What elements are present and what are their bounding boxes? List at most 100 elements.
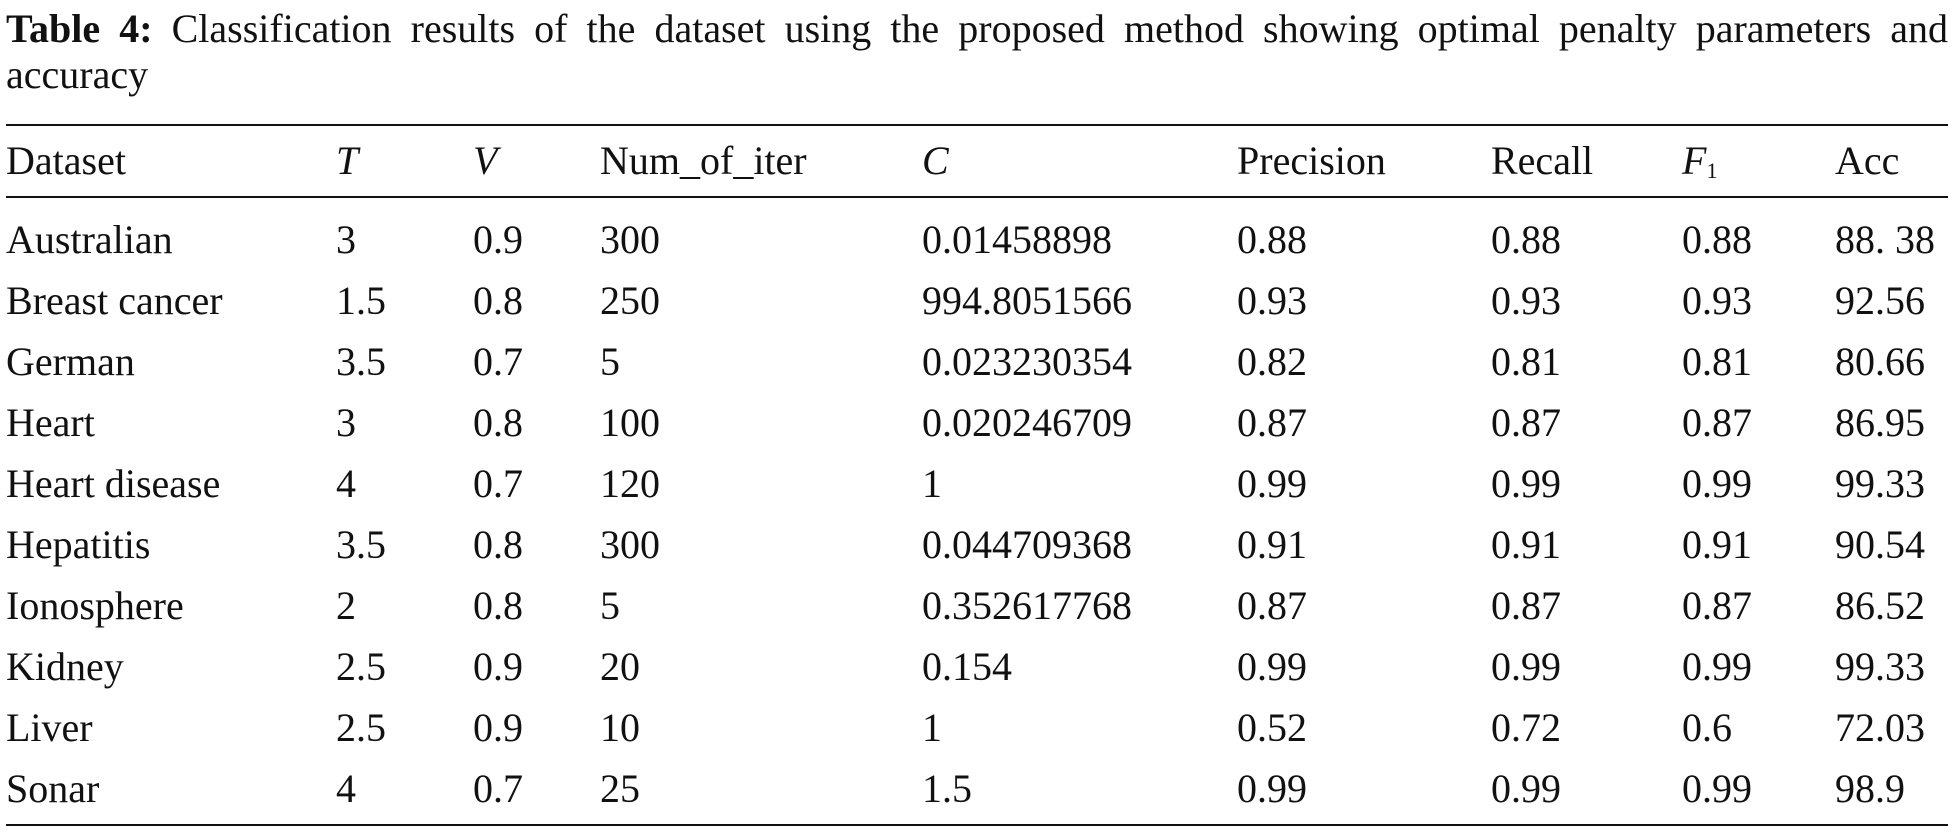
row-label: Hepatitis (6, 522, 151, 567)
table-cell: 0.99 (1237, 461, 1307, 506)
table-cell: 98.9 (1835, 766, 1905, 811)
table-cell: 0.99 (1491, 461, 1561, 506)
table-cell: 20 (600, 644, 640, 689)
table-cell: 0.88 (1682, 217, 1752, 262)
table-cell: 4 (336, 766, 356, 811)
row-label: Liver (6, 705, 93, 750)
table-cell: 0.91 (1237, 522, 1307, 567)
table-cell: 5 (600, 339, 620, 384)
table-cell: 0.6 (1682, 705, 1732, 750)
table-cell: 72.03 (1835, 705, 1925, 750)
table-cell: 250 (600, 278, 660, 323)
row-label: German (6, 339, 135, 384)
table-cell: 0.91 (1682, 522, 1752, 567)
column-header: Precision (1237, 138, 1386, 183)
header-subscript: 1 (1706, 158, 1718, 183)
table-cell: 0.87 (1491, 583, 1561, 628)
table-cell: 300 (600, 217, 660, 262)
table-cell: 0.87 (1682, 400, 1752, 445)
table-caption: Table 4: Classification results of the d… (6, 6, 1948, 98)
row-label: Australian (6, 217, 173, 262)
table-cell: 0.81 (1491, 339, 1561, 384)
caption-text: Classification results of the dataset us… (6, 6, 1949, 97)
top-rule (6, 124, 1948, 126)
table-cell: 100 (600, 400, 660, 445)
column-header: T (336, 138, 359, 183)
header-base: F (1682, 138, 1707, 183)
table-cell: 90.54 (1835, 522, 1925, 567)
table-cell: 86.52 (1835, 583, 1925, 628)
table-cell: 0.93 (1682, 278, 1752, 323)
table-cell: 0.87 (1237, 400, 1307, 445)
table-cell: 0.99 (1682, 766, 1752, 811)
column-header: F1 (1682, 137, 1717, 185)
table-cell: 0.87 (1491, 400, 1561, 445)
table-cell: 0.8 (473, 522, 523, 567)
row-label: Heart (6, 400, 95, 445)
table-cell: 0.72 (1491, 705, 1561, 750)
row-label: Breast cancer (6, 278, 223, 323)
table-cell: 0.81 (1682, 339, 1752, 384)
table-cell: 0.93 (1237, 278, 1307, 323)
table-cell: 994.8051566 (922, 278, 1132, 323)
table-cell: 0.9 (473, 217, 523, 262)
table-cell: 0.93 (1491, 278, 1561, 323)
table-cell: 120 (600, 461, 660, 506)
table-cell: 0.88 (1237, 217, 1307, 262)
table-cell: 0.9 (473, 644, 523, 689)
table-cell: 1 (922, 461, 942, 506)
table-cell: 2.5 (336, 705, 386, 750)
table-cell: 80.66 (1835, 339, 1925, 384)
column-header: V (473, 138, 498, 183)
row-label: Heart disease (6, 461, 221, 506)
table-cell: 3 (336, 217, 356, 262)
table-cell: 0.352617768 (922, 583, 1132, 628)
table-cell: 0.82 (1237, 339, 1307, 384)
table-cell: 0.91 (1491, 522, 1561, 567)
table-cell: 0.52 (1237, 705, 1307, 750)
table-cell: 0.7 (473, 766, 523, 811)
table-cell: 0.99 (1237, 644, 1307, 689)
table-cell: 0.020246709 (922, 400, 1132, 445)
table-cell: 0.8 (473, 400, 523, 445)
column-header: Acc (1835, 138, 1900, 183)
table-cell: 0.87 (1237, 583, 1307, 628)
table-cell: 1.5 (922, 766, 972, 811)
table-cell: 3.5 (336, 339, 386, 384)
table-cell: 99.33 (1835, 461, 1925, 506)
table-cell: 92.56 (1835, 278, 1925, 323)
table-cell: 88. 38 (1835, 217, 1935, 262)
column-header: Num_of_iter (600, 138, 807, 183)
table-cell: 5 (600, 583, 620, 628)
table-cell: 0.7 (473, 339, 523, 384)
table-cell: 0.87 (1682, 583, 1752, 628)
row-label: Ionosphere (6, 583, 184, 628)
header-rule (6, 196, 1948, 198)
row-label: Sonar (6, 766, 100, 811)
column-header: Dataset (6, 138, 126, 183)
bottom-rule (6, 824, 1948, 826)
table-cell: 0.7 (473, 461, 523, 506)
row-label: Kidney (6, 644, 124, 689)
table-cell: 10 (600, 705, 640, 750)
column-header: Recall (1491, 138, 1594, 183)
table-cell: 3 (336, 400, 356, 445)
table-cell: 0.88 (1491, 217, 1561, 262)
table-cell: 0.99 (1491, 644, 1561, 689)
table-cell: 86.95 (1835, 400, 1925, 445)
table-cell: 25 (600, 766, 640, 811)
table-cell: 0.9 (473, 705, 523, 750)
table-cell: 0.01458898 (922, 217, 1112, 262)
table-cell: 2 (336, 583, 356, 628)
table-cell: 1.5 (336, 278, 386, 323)
table-cell: 0.99 (1682, 644, 1752, 689)
table-cell: 0.044709368 (922, 522, 1132, 567)
table-cell: 0.8 (473, 278, 523, 323)
table-cell: 0.99 (1682, 461, 1752, 506)
table-cell: 3.5 (336, 522, 386, 567)
table-cell: 1 (922, 705, 942, 750)
table-cell: 0.8 (473, 583, 523, 628)
table-cell: 0.023230354 (922, 339, 1132, 384)
table-cell: 0.99 (1237, 766, 1307, 811)
